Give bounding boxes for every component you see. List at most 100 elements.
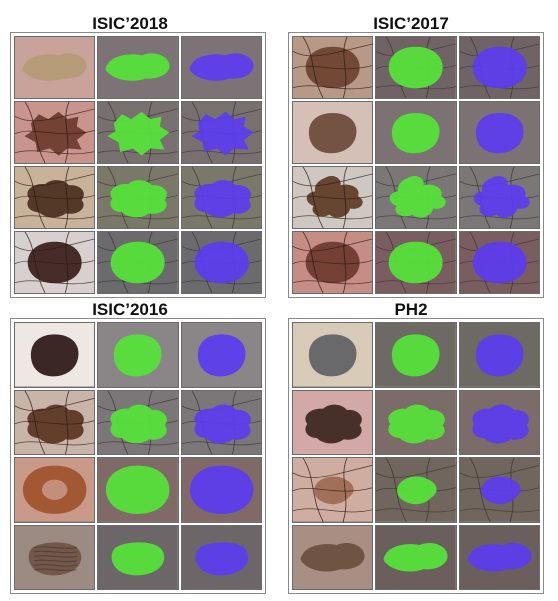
hair-strand — [459, 464, 539, 478]
hair-strand — [293, 215, 373, 220]
green-mask-tile — [375, 389, 457, 455]
blue-mask-tile — [180, 101, 262, 164]
blue-mask-tile — [180, 36, 262, 99]
green-mask-tile — [97, 389, 179, 455]
blue-mask — [472, 241, 527, 284]
hair-strand — [181, 441, 261, 445]
hair-strand — [15, 173, 95, 187]
hair-strand — [15, 419, 95, 425]
hair-strand — [342, 37, 348, 98]
hair-strand — [15, 397, 95, 411]
blue-mask — [475, 334, 524, 377]
lesion-center — [41, 479, 68, 500]
green-mask — [111, 541, 165, 575]
panel-title-ph2: PH2 — [394, 300, 428, 319]
hair-strand — [376, 508, 456, 513]
blue-mask — [467, 542, 532, 572]
lesion — [28, 541, 82, 575]
lesion — [300, 542, 365, 572]
tile-grid — [14, 322, 262, 590]
original-image-tile — [14, 524, 96, 590]
blue-mask-tile — [180, 524, 262, 590]
blue-mask — [191, 111, 254, 156]
original-image-tile — [292, 36, 374, 99]
green-mask-tile — [375, 166, 457, 229]
green-mask — [110, 180, 168, 218]
green-mask-tile — [375, 231, 457, 294]
hair-strand — [15, 238, 95, 252]
hair-strand — [24, 232, 46, 293]
blue-mask-tile — [458, 389, 540, 455]
green-mask — [397, 476, 437, 505]
hair-strand — [64, 102, 70, 163]
original-image-tile — [14, 322, 96, 388]
original-image-tile — [292, 524, 374, 590]
green-mask — [383, 542, 448, 572]
hair-strand — [459, 215, 539, 220]
original-image-tile — [292, 389, 374, 455]
green-mask — [392, 112, 440, 154]
blue-mask-tile — [458, 36, 540, 99]
original-image-tile — [14, 231, 96, 294]
hair-strand — [293, 280, 373, 285]
lesion — [24, 111, 87, 156]
hair-strand — [459, 508, 539, 513]
hair-strand — [64, 232, 70, 293]
blue-mask — [194, 241, 249, 284]
hair-strand — [15, 215, 95, 220]
hair-strand — [98, 150, 178, 155]
hair-strand — [302, 37, 324, 98]
panel-isic2016 — [10, 318, 266, 594]
lesion — [308, 112, 357, 154]
green-mask — [392, 334, 440, 377]
blue-mask-tile — [180, 389, 262, 455]
green-mask — [388, 404, 446, 443]
hair-strand — [15, 150, 95, 155]
hair-strand — [98, 441, 178, 445]
blue-mask — [475, 112, 524, 154]
original-image-tile — [292, 322, 374, 388]
blue-mask — [194, 180, 251, 218]
lesion — [308, 334, 357, 377]
hair-strand — [15, 280, 95, 285]
blue-mask-tile — [458, 524, 540, 590]
lesion — [27, 180, 84, 218]
hair-strand — [293, 260, 373, 265]
original-image-tile — [14, 101, 96, 164]
lesion-stripe — [33, 554, 78, 558]
green-mask — [110, 404, 168, 443]
hair-strand — [293, 85, 373, 90]
green-mask — [390, 176, 447, 218]
original-image-tile — [292, 166, 374, 229]
blue-mask — [472, 404, 529, 443]
green-mask — [389, 46, 443, 89]
green-mask-tile — [97, 457, 179, 523]
blue-mask — [195, 541, 248, 575]
blue-mask — [472, 46, 527, 89]
hair-strand — [15, 108, 95, 122]
blue-mask-tile — [458, 101, 540, 164]
hair-strand — [293, 508, 373, 513]
green-mask-tile — [375, 36, 457, 99]
blue-mask — [197, 334, 246, 377]
green-mask — [107, 111, 170, 156]
hair-strand — [376, 464, 456, 478]
hair-strand — [342, 167, 348, 228]
original-image-tile — [14, 166, 96, 229]
hair-strand — [64, 390, 70, 454]
green-mask-tile — [97, 231, 179, 294]
green-mask-tile — [97, 166, 179, 229]
hair-strand — [469, 458, 491, 522]
green-mask — [106, 465, 170, 514]
panel-isic2017 — [288, 32, 544, 298]
original-image-tile — [292, 457, 374, 523]
blue-mask-tile — [180, 231, 262, 294]
blue-mask-tile — [180, 322, 262, 388]
hair-strand — [24, 167, 46, 228]
green-mask-tile — [97, 322, 179, 388]
blue-mask-tile — [180, 457, 262, 523]
lesion-stripe — [33, 545, 78, 549]
panel-ph2 — [288, 318, 544, 594]
panel-title-isic2016: ISIC’2016 — [92, 300, 168, 319]
hair-strand — [302, 458, 324, 522]
